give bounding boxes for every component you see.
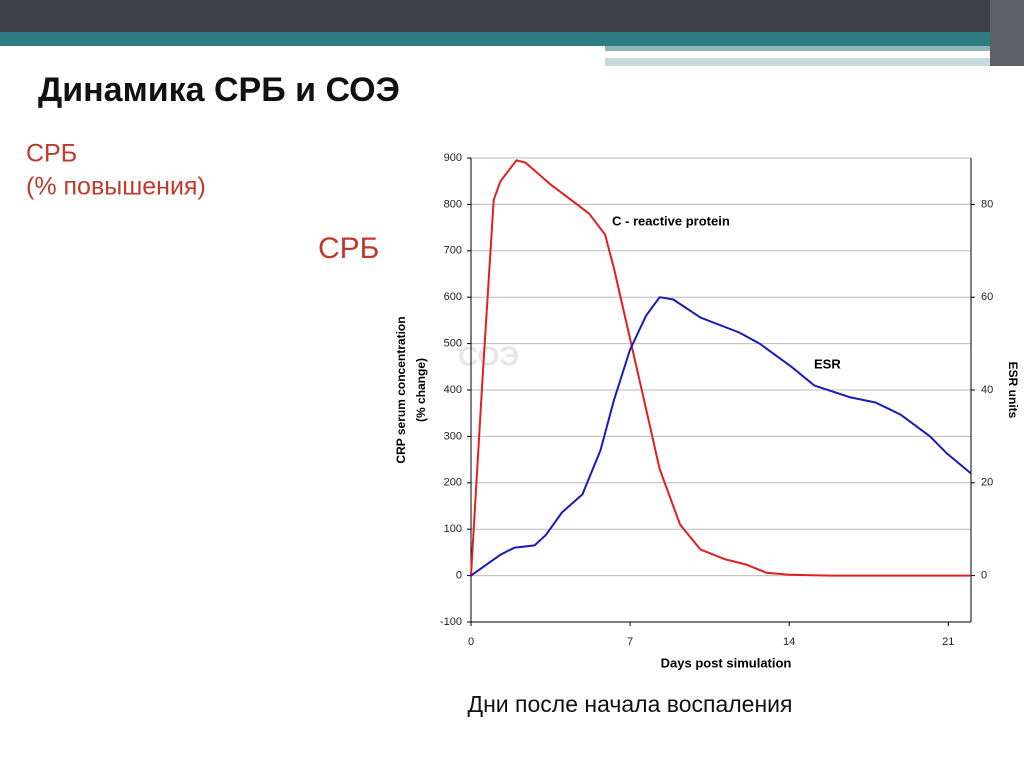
watermark: СОЭ <box>458 340 519 371</box>
y-tick-label: 300 <box>444 430 462 442</box>
y-tick-label: 500 <box>444 338 462 350</box>
y-tick-label: -100 <box>440 616 462 628</box>
x-axis-label: Days post simulation <box>661 655 792 670</box>
y-axis-label: CRP serum concentration <box>394 316 408 463</box>
y2-tick-label: 40 <box>981 384 993 396</box>
y2-tick-label: 60 <box>981 291 993 303</box>
y-tick-label: 900 <box>444 152 462 164</box>
accent-line <box>605 58 1000 66</box>
x-tick-label: 21 <box>942 636 954 648</box>
annotation: ESR <box>814 356 841 371</box>
y-tick-label: 100 <box>444 523 462 535</box>
data-line <box>470 159 971 577</box>
slide-title: Динамика СРБ и СОЭ <box>38 71 400 109</box>
side-label: (% повышения) <box>26 173 206 201</box>
y2-tick-label: 0 <box>981 570 987 582</box>
x-tick-label: 0 <box>468 636 474 648</box>
y-tick-label: 700 <box>444 245 462 257</box>
annotation: C - reactive protein <box>612 213 730 228</box>
y-tick-label: 200 <box>444 477 462 489</box>
data-line <box>470 296 972 577</box>
accent-line <box>605 46 1000 51</box>
y-tick-label: 600 <box>444 291 462 303</box>
caption: Дни после начала воспаления <box>468 691 793 717</box>
y-tick-label: 800 <box>444 198 462 210</box>
top-band <box>0 0 1024 32</box>
y2-tick-label: 80 <box>981 198 993 210</box>
y2-axis-label: ESR units <box>1006 362 1020 419</box>
x-tick-label: 7 <box>627 636 633 648</box>
corner-block <box>990 0 1024 66</box>
side-label: СРБ <box>26 140 77 168</box>
x-tick-label: 14 <box>783 636 795 648</box>
y-tick-label: 400 <box>444 384 462 396</box>
teal-strip <box>0 32 1024 46</box>
side-label: СРБ <box>318 232 379 265</box>
y-axis-label: (% change) <box>414 358 428 422</box>
y2-tick-label: 20 <box>981 477 993 489</box>
y-tick-label: 0 <box>456 570 462 582</box>
